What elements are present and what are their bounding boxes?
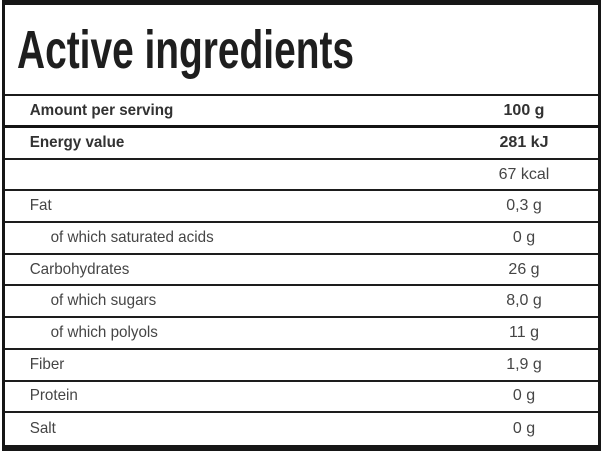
row-value: 1,9 g	[506, 355, 542, 373]
row-label: Protein	[29, 387, 78, 405]
row-label: of which polyols	[50, 323, 158, 341]
header-label: Amount per serving	[29, 101, 174, 119]
header-value: 100 g	[503, 101, 545, 119]
row-value: 0 g	[512, 228, 536, 246]
table-row: Carbohydrates 26 g	[5, 255, 598, 287]
table-row: of which sugars 8,0 g	[5, 286, 598, 319]
table-row: Fat 0,3 g	[5, 191, 598, 224]
row-label: Fiber	[29, 355, 65, 373]
row-label: of which sugars	[50, 292, 157, 310]
row-value: 0 g	[512, 420, 536, 438]
table-row: 67 kcal	[5, 160, 598, 192]
row-label: Salt	[29, 420, 56, 438]
table-row: Salt 0 g	[5, 413, 598, 445]
row-value: 11 g	[509, 323, 539, 341]
row-value: 26 g	[508, 260, 540, 278]
row-value: 0,3 g	[506, 197, 542, 215]
row-value: 281 kJ	[499, 133, 549, 151]
table-row: of which polyols 11 g	[5, 318, 598, 350]
table-header-row: Amount per serving 100 g	[5, 96, 598, 128]
row-label: Carbohydrates	[29, 260, 130, 278]
title-section: Active ingredients	[5, 5, 598, 96]
table-row: Energy value 281 kJ	[5, 128, 598, 160]
row-label: Energy value	[29, 133, 125, 151]
table-row: Fiber 1,9 g	[5, 350, 598, 382]
row-value: 67 kcal	[498, 165, 550, 183]
row-label: of which saturated acids	[50, 228, 214, 246]
page-title: Active ingredients	[17, 19, 355, 80]
row-label: Fat	[29, 197, 52, 215]
row-value: 0 g	[512, 387, 536, 405]
table-row: of which saturated acids 0 g	[5, 223, 598, 255]
row-value: 8,0 g	[506, 292, 542, 310]
table-row: Protein 0 g	[5, 382, 598, 414]
nutrition-rows: Energy value 281 kJ 67 kcal Fat 0,3 g of whic…	[5, 128, 598, 445]
